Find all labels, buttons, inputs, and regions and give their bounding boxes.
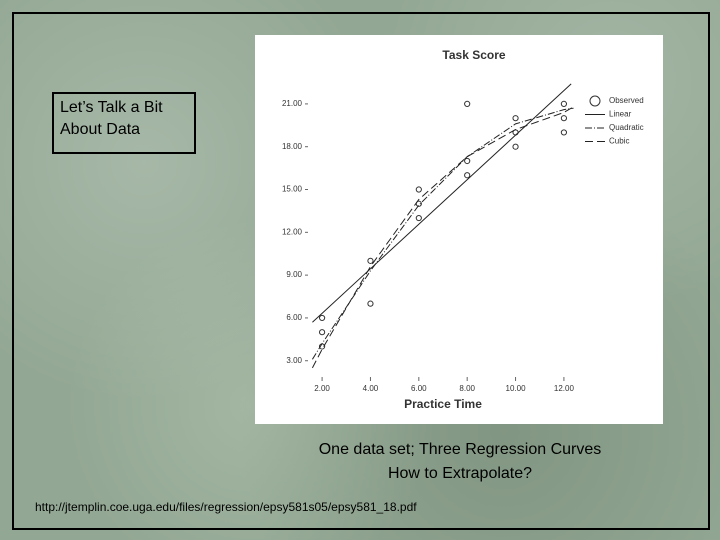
data-point <box>318 314 326 322</box>
y-tick-label: 12.00 <box>282 227 303 236</box>
fit-line <box>312 83 572 323</box>
source-url: http://jtemplin.coe.uga.edu/files/regres… <box>35 500 417 514</box>
data-point <box>415 214 422 222</box>
y-tick-label: 21.00 <box>282 99 303 108</box>
x-tick-label: 8.00 <box>459 384 475 393</box>
data-point <box>512 143 519 150</box>
legend-label: Linear <box>609 110 632 119</box>
y-tick-label: 15.00 <box>282 185 303 194</box>
x-tick-label: 2.00 <box>314 384 330 393</box>
y-tick-label: 3.00 <box>286 356 302 365</box>
chart: Task Score Practice Time 3.00 6.00 9.00 12.… <box>255 35 663 424</box>
data-point <box>464 157 471 165</box>
data-point <box>464 172 471 179</box>
y-tick-label: 18.00 <box>282 142 303 151</box>
fit-line <box>311 106 574 369</box>
data-point <box>464 100 471 108</box>
legend-marker <box>589 95 601 107</box>
data-point <box>367 257 374 264</box>
caption: One data set; Three Regression Curves <box>318 441 602 458</box>
data-point <box>512 115 519 122</box>
data-point <box>415 186 422 193</box>
chart-title: Task Score <box>442 48 505 62</box>
data-point <box>560 100 568 108</box>
x-tick-label: 6.00 <box>411 384 427 393</box>
legend-label: Observed <box>609 96 644 105</box>
data-point <box>367 300 374 307</box>
data-point <box>318 329 326 336</box>
x-tick-label: 4.00 <box>363 384 379 393</box>
caption: How to Extrapolate? <box>387 465 533 482</box>
text-box: Let’s Talk a Bit About Data <box>52 92 196 154</box>
x-axis-label: Practice Time <box>404 397 482 411</box>
x-tick-label: 12.00 <box>554 384 575 393</box>
box-line: About Data <box>60 121 141 138</box>
x-tick-label: 10.00 <box>506 384 527 393</box>
fit-line <box>311 107 574 360</box>
box-line: Let’s Talk a Bit <box>60 99 163 116</box>
data-point <box>560 115 568 122</box>
legend-label: Cubic <box>609 137 629 146</box>
y-tick-label: 6.00 <box>286 313 302 322</box>
legend-label: Quadratic <box>609 123 644 132</box>
y-tick-label: 9.00 <box>286 270 302 279</box>
data-point <box>560 129 568 136</box>
frame <box>12 12 710 530</box>
